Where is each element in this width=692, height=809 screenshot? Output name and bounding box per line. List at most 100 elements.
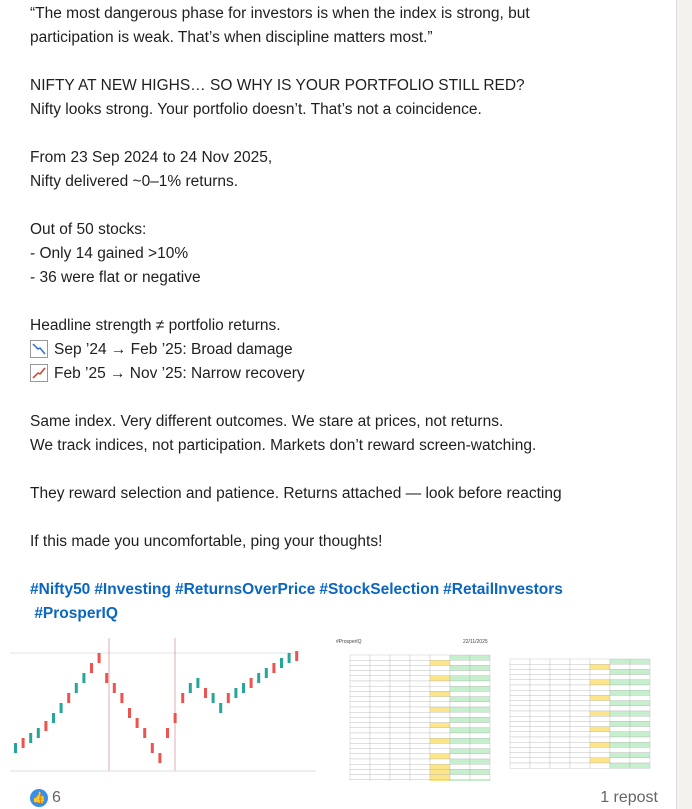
table-cell [429, 670, 451, 676]
table-cell [589, 679, 611, 686]
attachment-chart-image[interactable] [10, 633, 316, 781]
table-cell [369, 743, 391, 749]
hashtag-link[interactable]: #Investing [94, 581, 171, 598]
table-cell [409, 691, 431, 697]
table-cell [569, 674, 591, 680]
table-cell [369, 680, 391, 687]
table-cell [349, 686, 371, 692]
table-cell [369, 706, 391, 713]
table-cell [449, 665, 471, 671]
table-cell [569, 752, 591, 758]
table-cell [549, 752, 571, 758]
table-cell [349, 701, 371, 708]
table-cell [529, 700, 551, 706]
table-cell [509, 669, 531, 675]
thumbs-up-icon[interactable]: 👍 [30, 789, 48, 807]
table-cell [409, 727, 431, 734]
table-cell [549, 742, 571, 748]
table-cell [449, 774, 471, 780]
table-cell [529, 731, 551, 738]
table-cell [429, 743, 451, 749]
table-cell [529, 716, 551, 722]
table-cell [469, 758, 491, 765]
table-cell [389, 753, 411, 760]
table-cell [409, 743, 431, 749]
table-cell [469, 701, 491, 708]
hashtags: #Nifty50 #Investing #ReturnsOverPrice #Stoc… [30, 578, 670, 626]
table-cell [549, 726, 571, 732]
table-cell [549, 757, 571, 764]
table-cell [529, 736, 551, 743]
reaction-count[interactable]: 6 [52, 789, 61, 806]
candle [150, 743, 154, 753]
table-cell [549, 674, 571, 680]
table-cell [349, 670, 371, 676]
table-cell [469, 764, 491, 770]
table-cell [349, 722, 371, 728]
table-cell [449, 758, 471, 765]
candle [135, 718, 139, 728]
table-cell [429, 654, 451, 661]
table-cell [389, 680, 411, 687]
table-cell [389, 660, 411, 666]
table-cell [589, 716, 611, 722]
table-cell [349, 660, 371, 666]
table-cell [469, 717, 491, 723]
hashtag-link[interactable]: #ProsperIQ [34, 605, 118, 622]
table-cell [369, 686, 391, 692]
table-cell [409, 774, 431, 780]
table-cell [609, 736, 631, 743]
table-cell [509, 757, 531, 764]
table-cell [529, 742, 551, 748]
table-cell [629, 695, 651, 701]
table-cell [409, 738, 431, 744]
table-cell [509, 684, 531, 691]
repost-count[interactable]: 1 repost [600, 789, 658, 806]
hashtag-link[interactable]: #StockSelection [319, 581, 440, 598]
table-cell [469, 779, 491, 786]
table-cell [529, 695, 551, 701]
table-cell [409, 753, 431, 760]
table-cell [589, 674, 611, 680]
table-cell [609, 669, 631, 675]
table-cell [509, 736, 531, 743]
table-cell [589, 757, 611, 764]
table-cell [629, 762, 651, 769]
table-cell [409, 758, 431, 765]
table-cell [449, 686, 471, 692]
table-cell [629, 690, 651, 696]
hashtag-link[interactable]: #ReturnsOverPrice [174, 581, 316, 598]
table-cell [369, 717, 391, 723]
table-cell [629, 658, 651, 665]
attachment-table-image[interactable]: #ProsperIQ 22/11/2025 [318, 633, 676, 786]
phase-2: Feb ’25 → Nov ’25: Narrow recovery [30, 362, 670, 386]
table-cell [589, 762, 611, 769]
hashtag-link[interactable]: #RetailInvestors [443, 581, 563, 598]
table-cell [569, 690, 591, 696]
table-cell [349, 748, 371, 754]
table-cell [529, 684, 551, 691]
candle [52, 713, 55, 723]
table-cell [549, 710, 571, 717]
strength-line: Headline strength ≠ portfolio returns. [30, 317, 281, 334]
table-cell [529, 690, 551, 696]
table-cell [569, 742, 591, 748]
table-brand: #ProsperIQ [336, 639, 362, 645]
table-cell [389, 670, 411, 676]
table-cell [429, 717, 451, 723]
table-cell [429, 758, 451, 765]
table-cell [409, 779, 431, 786]
candle [264, 668, 268, 678]
candle [158, 753, 162, 763]
table-cell [469, 670, 491, 676]
table-cell [549, 684, 571, 691]
table-cell [569, 669, 591, 675]
table-cell [529, 658, 551, 665]
candle [173, 713, 177, 723]
table-cell [449, 680, 471, 687]
table-cell [569, 705, 591, 712]
table-cell [349, 680, 371, 687]
hashtag-link[interactable]: #Nifty50 [30, 581, 91, 598]
candle [280, 658, 283, 668]
table-cell [429, 753, 451, 760]
